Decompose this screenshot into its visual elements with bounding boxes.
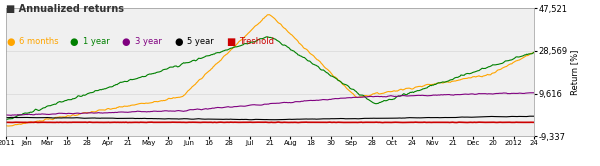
Text: ■ Annualized returns: ■ Annualized returns (6, 4, 124, 14)
Text: 5 year: 5 year (187, 37, 214, 45)
Text: ●: ● (174, 37, 182, 46)
Text: ●: ● (6, 37, 14, 46)
Text: 1 year: 1 year (83, 37, 110, 45)
Text: 6 months: 6 months (19, 37, 59, 45)
Text: ●: ● (122, 37, 130, 46)
Text: 3 year: 3 year (135, 37, 162, 45)
Y-axis label: Return [%]: Return [%] (570, 49, 579, 95)
Text: ●: ● (70, 37, 78, 46)
Text: Treshold: Treshold (239, 37, 274, 45)
Text: ■: ■ (226, 37, 235, 46)
